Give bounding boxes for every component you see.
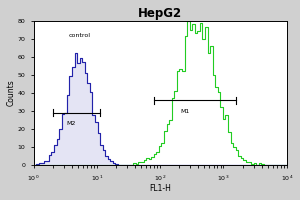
Text: control: control <box>68 33 90 38</box>
Text: M1: M1 <box>181 109 190 114</box>
X-axis label: FL1-H: FL1-H <box>149 184 171 193</box>
Title: HepG2: HepG2 <box>138 7 182 20</box>
Y-axis label: Counts: Counts <box>7 80 16 106</box>
Text: M2: M2 <box>67 121 76 126</box>
